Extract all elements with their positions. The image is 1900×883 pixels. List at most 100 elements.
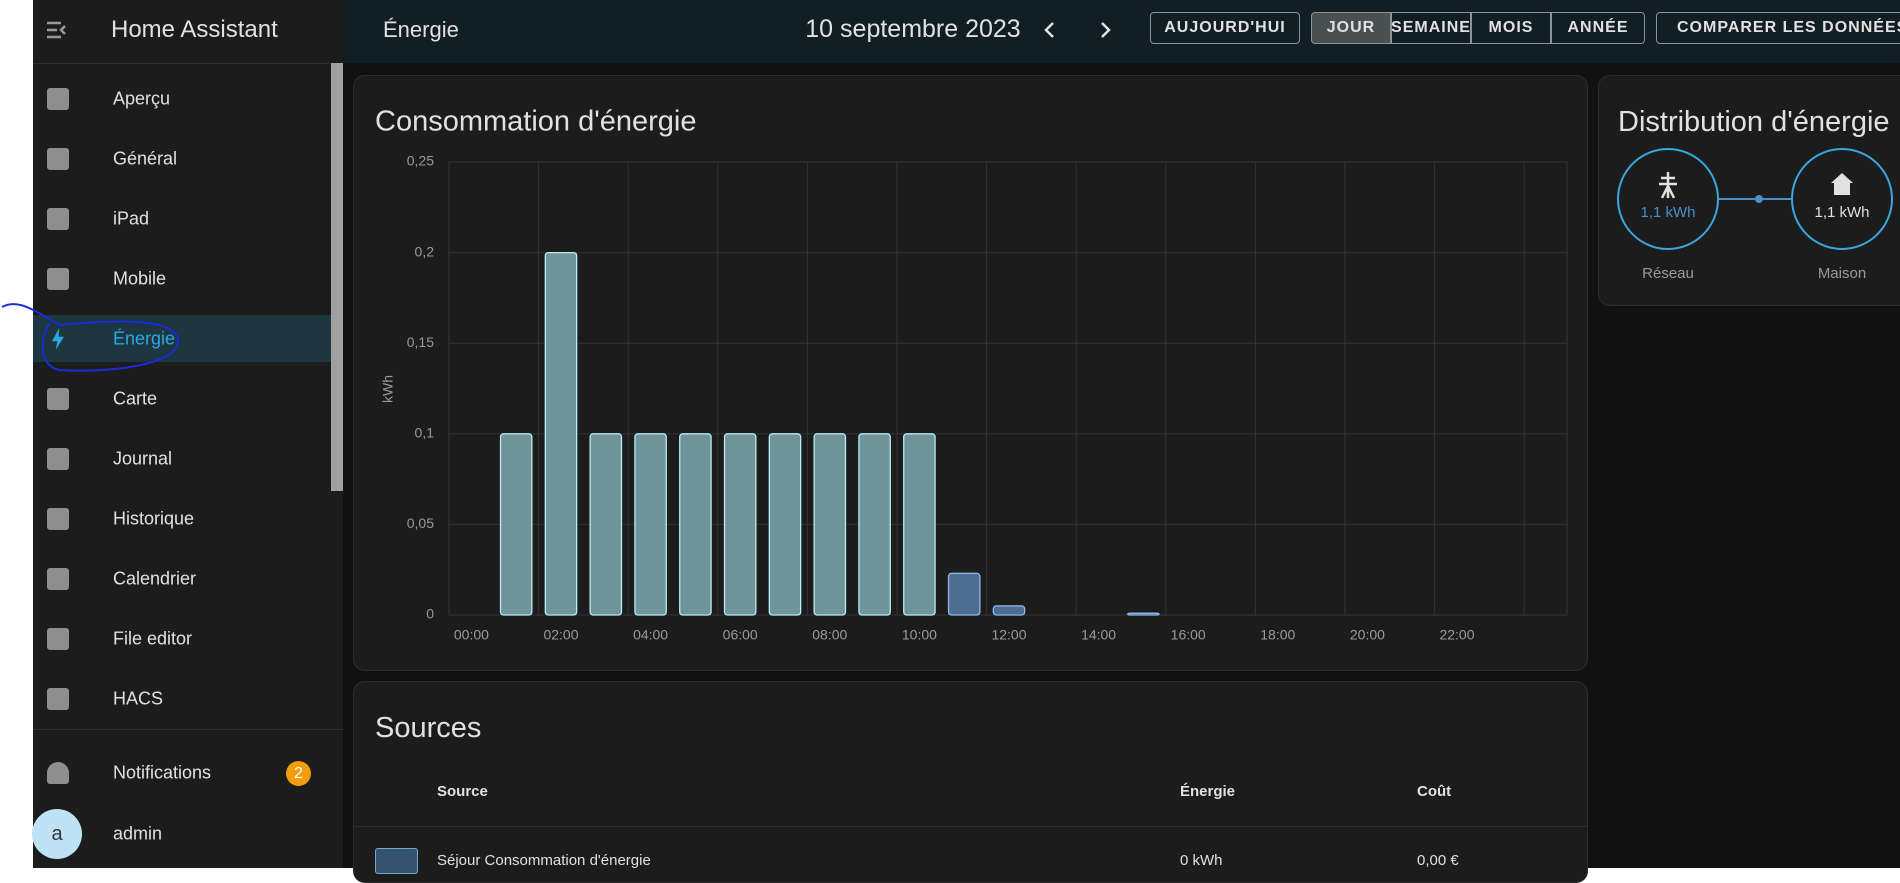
divider <box>33 729 343 730</box>
x-tick-label: 18:00 <box>1260 627 1295 643</box>
x-tick-label: 14:00 <box>1081 627 1116 643</box>
x-tick-label: 06:00 <box>723 627 758 643</box>
x-tick-label: 02:00 <box>543 627 578 643</box>
menu-icon <box>47 448 69 470</box>
x-tick-label: 16:00 <box>1171 627 1206 643</box>
compare-button[interactable]: COMPARER LES DONNÉES <box>1656 12 1900 44</box>
y-tick-label: 0,2 <box>415 243 435 259</box>
x-tick-label: 10:00 <box>902 627 937 643</box>
menu-item[interactable]: Aperçu <box>113 88 171 109</box>
y-tick-label: 0,05 <box>407 515 434 531</box>
home-value: 1,1 kWh <box>1814 204 1870 221</box>
menu-item[interactable]: iPad <box>113 208 150 229</box>
period-button[interactable]: SEMAINE <box>1391 12 1471 44</box>
divider <box>354 826 1587 827</box>
bar <box>634 433 667 616</box>
menu-icon <box>47 388 69 410</box>
content: Consommation d'énergie kWh 0 0,05 0,1 0,15 0… <box>343 63 1900 883</box>
user-name[interactable]: admin <box>113 823 163 844</box>
bar <box>723 433 757 616</box>
menu-item[interactable]: Historique <box>113 508 195 529</box>
menu-item[interactable]: Calendrier <box>113 568 197 589</box>
source-name: Séjour Consommation d'énergie <box>437 852 651 869</box>
menu-icon <box>47 628 69 650</box>
home-label: Maison <box>1817 265 1867 282</box>
annotation <box>1 303 180 372</box>
table-header: Coût <box>1417 783 1452 800</box>
notifications[interactable]: Notifications <box>113 762 212 783</box>
grid-circle <box>1617 148 1719 250</box>
x-tick-label: 04:00 <box>633 627 668 643</box>
menu-item[interactable]: Énergie <box>113 328 176 349</box>
nav-arrows[interactable] <box>1037 18 1127 42</box>
bar <box>992 605 1026 616</box>
sources-title: Sources <box>375 712 482 744</box>
bar <box>499 433 533 616</box>
menu-icon <box>47 268 69 290</box>
source-energy: 0 kWh <box>1180 852 1223 869</box>
y-tick-label: 0,1 <box>415 425 435 441</box>
bar <box>1127 612 1160 616</box>
table-header: Source <box>437 783 488 800</box>
menu-icon <box>47 568 69 590</box>
chart-card: Consommation d'énergie kWh 0 0,05 0,1 0,15 0… <box>353 75 1588 671</box>
bar <box>903 433 936 616</box>
menu-item[interactable]: HACS <box>113 688 164 709</box>
x-tick-label: 20:00 <box>1350 627 1385 643</box>
bar <box>947 572 981 616</box>
menu-item[interactable]: Mobile <box>113 268 167 289</box>
menu-icon[interactable] <box>43 18 71 42</box>
bar <box>813 433 847 616</box>
page-title: Énergie <box>383 17 459 42</box>
distribution-graph <box>1617 148 1893 250</box>
period-button[interactable]: ANNÉE <box>1551 12 1645 44</box>
grid-value: 1,1 kWh <box>1640 204 1696 221</box>
today-button[interactable]: AUJOURD'HUI <box>1150 12 1300 44</box>
home-icon <box>1831 173 1853 195</box>
table-header: Énergie <box>1180 783 1236 800</box>
bar <box>679 433 712 616</box>
menu-icon <box>47 208 69 230</box>
menu-icon <box>47 148 69 170</box>
source-swatch <box>375 848 418 874</box>
menu-item[interactable]: Journal <box>113 448 173 469</box>
sources-card: Sources Source Énergie Coût Séjour Conso… <box>353 681 1588 883</box>
x-tick-label: 12:00 <box>991 627 1026 643</box>
bar <box>589 433 623 616</box>
grid-icon <box>1659 172 1677 199</box>
bell-icon <box>47 762 69 784</box>
period-button[interactable]: JOUR <box>1311 12 1391 44</box>
y-tick-label: 0 <box>426 606 434 622</box>
menu-item[interactable]: Général <box>113 148 178 169</box>
x-tick-label: 22:00 <box>1439 627 1474 643</box>
divider <box>33 63 343 64</box>
home-circle <box>1791 148 1893 250</box>
bar <box>858 433 891 616</box>
x-tick-label: 08:00 <box>812 627 847 643</box>
badge: 2 <box>286 761 311 786</box>
sidebar-title: Home Assistant <box>111 16 278 43</box>
chart-title: Consommation d'énergie <box>375 106 697 138</box>
date: 10 septembre 2023 <box>805 15 1021 43</box>
y-tick-label: 0,15 <box>407 334 434 350</box>
scrollbar <box>331 63 343 491</box>
sidebar: Home Assistant Notifications 2 a admin A… <box>32 0 343 868</box>
bar <box>544 251 578 616</box>
avatar[interactable]: a <box>32 809 82 859</box>
grid-label: Réseau <box>1642 265 1694 282</box>
toolbar: Énergie 10 septembre 2023 AUJOURD'HUI CO… <box>343 0 1900 63</box>
menu-item[interactable]: File editor <box>113 628 193 649</box>
period-button[interactable]: MOIS <box>1471 12 1551 44</box>
x-tick-label: 00:00 <box>454 627 489 643</box>
source-cost: 0,00 € <box>1417 852 1459 869</box>
menu-item[interactable]: Carte <box>113 388 158 409</box>
bar <box>768 433 802 616</box>
distribution-card: Distribution d'énergie 1,1 kWh 1,1 kWh R… <box>1598 75 1900 306</box>
flow-dot <box>1755 195 1763 203</box>
y-axis-label: kWh <box>380 375 396 403</box>
menu-icon <box>47 688 69 710</box>
menu-icon <box>47 88 69 110</box>
chart: Consommation d'énergie kWh 0 0,05 0,1 0,15 0… <box>375 106 1568 643</box>
distribution-title: Distribution d'énergie <box>1618 106 1890 138</box>
